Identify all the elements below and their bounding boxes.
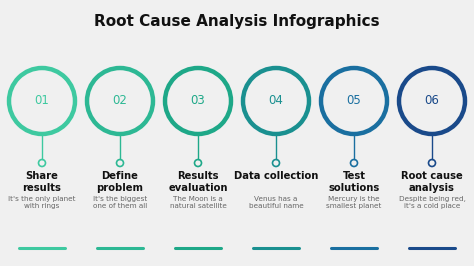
Text: Results
evaluation: Results evaluation [168,171,228,193]
Text: 02: 02 [112,94,128,107]
Text: Despite being red,
it's a cold place: Despite being red, it's a cold place [399,196,465,209]
Text: Share
results: Share results [23,171,62,193]
Text: 06: 06 [425,94,439,107]
Text: Root Cause Analysis Infographics: Root Cause Analysis Infographics [94,14,380,29]
Text: It's the only planet
with rings: It's the only planet with rings [8,196,76,209]
Text: The Moon is a
natural satellite: The Moon is a natural satellite [170,196,227,209]
Text: Test
solutions: Test solutions [328,171,380,193]
Text: Mercury is the
smallest planet: Mercury is the smallest planet [326,196,382,209]
Text: Define
problem: Define problem [97,171,144,193]
Text: Root cause
analysis: Root cause analysis [401,171,463,193]
Text: 04: 04 [269,94,283,107]
Text: Venus has a
beautiful name: Venus has a beautiful name [249,196,303,209]
Text: Data collection: Data collection [234,171,318,181]
Text: 03: 03 [191,94,205,107]
Text: 01: 01 [35,94,49,107]
Text: It's the biggest
one of them all: It's the biggest one of them all [93,196,147,209]
Text: 05: 05 [346,94,361,107]
